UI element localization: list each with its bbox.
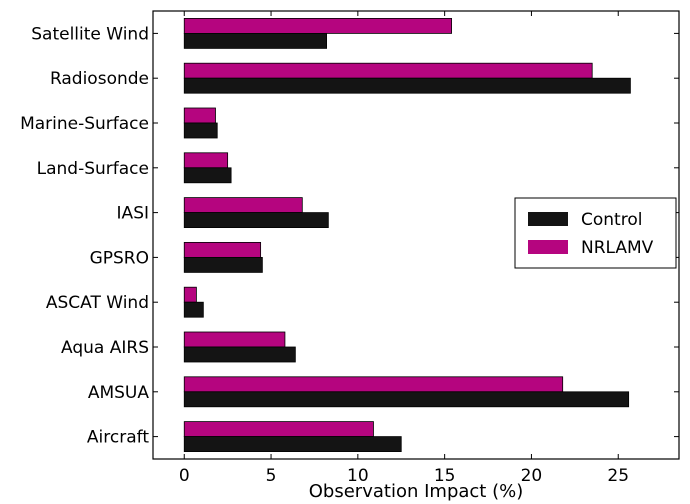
bar-nrlamv-marine-surface <box>183 107 216 124</box>
y-tick-label-satellite-wind: Satellite Wind <box>31 24 149 44</box>
bar-nrlamv-aircraft <box>183 421 374 438</box>
bar-nrlamv-land-surface <box>183 152 229 169</box>
y-axis: Satellite Wind Radiosonde Marine-Surface La… <box>20 24 679 448</box>
legend: Control NRLAMV <box>514 197 677 269</box>
bar-nrlamv-satellite-wind <box>183 17 452 34</box>
bar-control-aircraft <box>183 436 402 453</box>
legend-swatch-control <box>528 212 568 226</box>
bar-control-marine-surface <box>183 122 218 139</box>
legend-label-control: Control <box>581 210 642 230</box>
x-tick-label-25: 25 <box>607 466 629 486</box>
plot-frame <box>152 10 680 460</box>
bar-nrlamv-gpsro <box>183 241 262 258</box>
y-tick-label-aqua-airs: Aqua AIRS <box>61 338 149 358</box>
bar-nrlamv-aqua-airs <box>183 331 286 348</box>
bar-nrlamv-iasi <box>183 197 303 214</box>
y-tick-label-iasi: IASI <box>117 204 149 224</box>
x-tick-label-0: 0 <box>179 466 190 486</box>
bar-control-amsua <box>183 391 630 408</box>
bar-control-satellite-wind <box>183 33 327 49</box>
x-tick-label-20: 20 <box>521 466 543 486</box>
bar-control-land-surface <box>183 167 232 184</box>
x-axis-label: Observation Impact (%) <box>309 481 523 502</box>
bar-control-iasi <box>183 212 329 229</box>
bar-nrlamv-ascat-wind <box>183 286 197 303</box>
bar-nrlamv-amsua <box>183 376 564 393</box>
bars-layer <box>183 17 631 453</box>
legend-swatch-nrlamv <box>528 240 568 254</box>
legend-label-nrlamv: NRLAMV <box>581 238 654 258</box>
x-tick-label-5: 5 <box>266 466 277 486</box>
y-tick-label-land-surface: Land-Surface <box>37 159 149 179</box>
bar-nrlamv-radiosonde <box>183 62 593 79</box>
bar-control-ascat-wind <box>183 301 204 318</box>
y-tick-label-marine-surface: Marine-Surface <box>20 114 149 134</box>
bar-control-radiosonde <box>183 77 631 94</box>
y-tick-label-ascat-wind: ASCAT Wind <box>46 293 149 313</box>
bar-control-gpsro <box>183 256 263 273</box>
x-tick-label-15: 15 <box>434 466 456 486</box>
legend-box <box>514 197 677 269</box>
y-tick-label-amsua: AMSUA <box>88 383 150 403</box>
bar-control-aqua-airs <box>183 346 296 363</box>
x-tick-label-10: 10 <box>347 466 369 486</box>
y-tick-label-radiosonde: Radiosonde <box>50 69 149 89</box>
y-tick-label-aircraft: Aircraft <box>87 428 149 448</box>
y-tick-label-gpsro: GPSRO <box>90 248 149 268</box>
x-axis: 0 5 10 15 20 25 <box>179 11 629 486</box>
